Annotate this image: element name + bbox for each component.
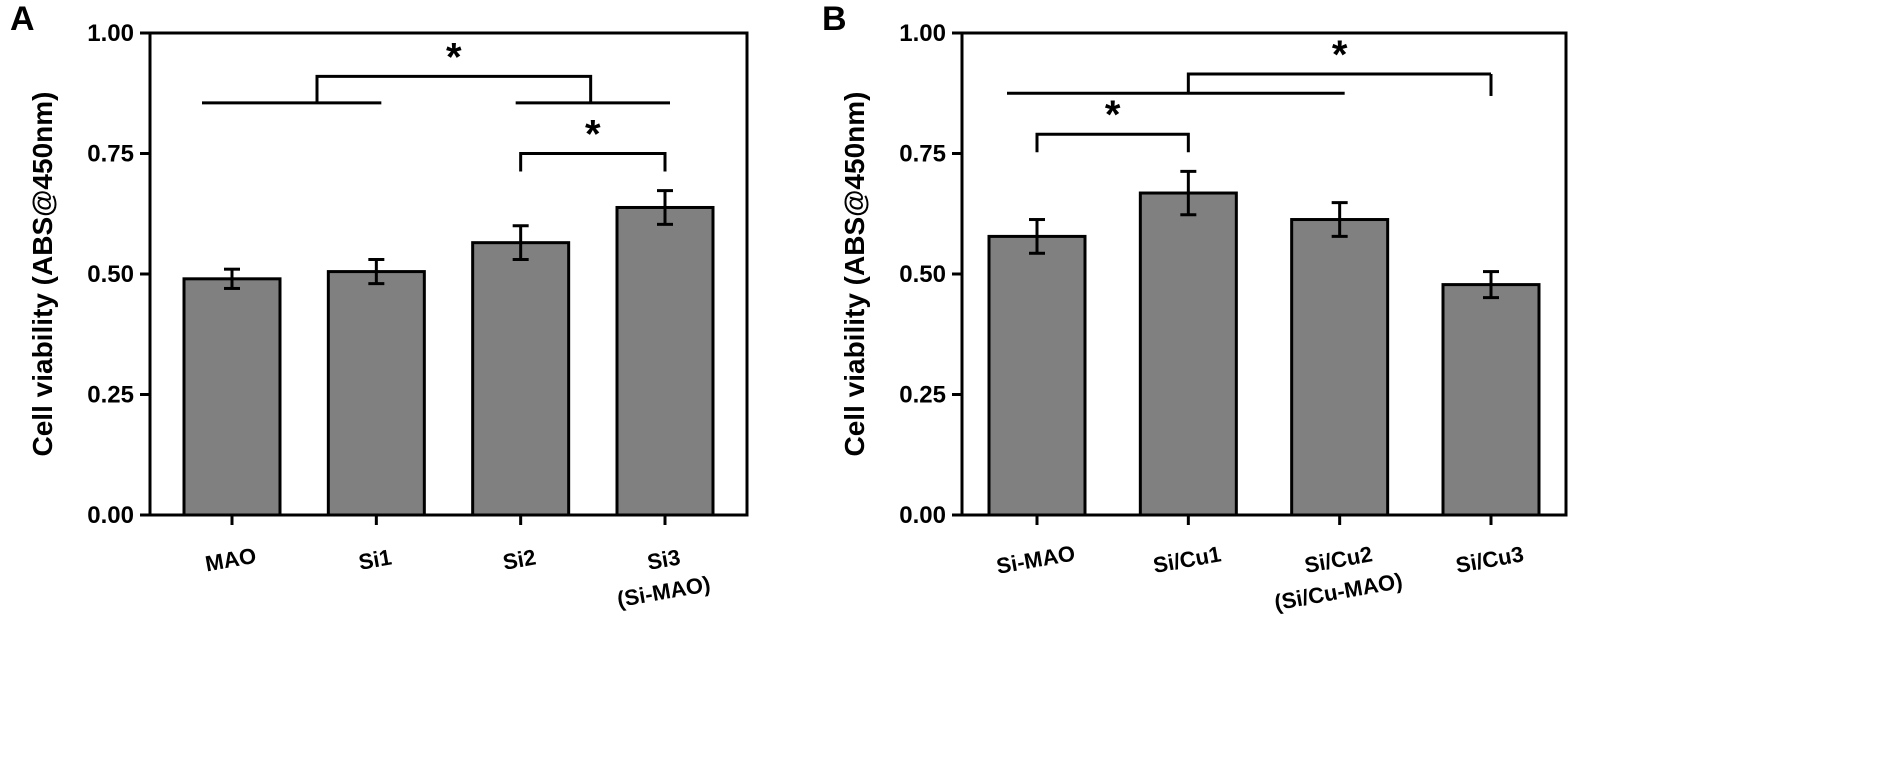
panel-a-y-tick-label: 0.00 xyxy=(87,502,134,529)
panel-a-category-label: MAO xyxy=(203,543,258,577)
panel-b-significance-bracket xyxy=(1035,132,1190,153)
panel-b-significance-star: * xyxy=(1332,33,1348,77)
panel-a-bar xyxy=(182,277,282,517)
panel-a-y-tick-label: 0.25 xyxy=(87,382,134,409)
panel-a-marks: 0.00 0.25 0.50 0.75 1.00 MAO Si1 Si2 Si3(Si-MAO)… xyxy=(87,20,715,612)
panel-b-y-tick-label: 0.25 xyxy=(899,382,946,409)
panel-b: B Cell viability (ABS@450nm) 0.00 0.25 0.5… xyxy=(822,0,1568,615)
panel-a-y-tick-label: 0.75 xyxy=(87,141,134,168)
panel-b-y-axis-title: Cell viability (ABS@450nm) xyxy=(839,92,870,457)
panel-b-bar xyxy=(987,234,1087,517)
panel-a-y-tick-label: 1.00 xyxy=(87,20,134,47)
panel-a-significance-bracket xyxy=(519,152,667,172)
panel-a-bar xyxy=(471,241,571,517)
panel-b-category-label: Si/Cu3 xyxy=(1454,541,1526,578)
panel-b-significance-star: * xyxy=(1105,93,1121,137)
panel-b-significance-bridge xyxy=(1186,72,1491,94)
panel-a-bar xyxy=(615,205,715,517)
panel-a-significance-star: * xyxy=(585,113,601,157)
panel-b-category-label: (Si/Cu-MAO) xyxy=(1272,568,1404,615)
panel-b-letter: B xyxy=(822,0,847,38)
panel-a-y-axis-title: Cell viability (ABS@450nm) xyxy=(27,92,58,457)
panel-a-category-label: (Si-MAO) xyxy=(615,571,712,612)
panel-b-y-tick-label: 0.00 xyxy=(899,502,946,529)
panel-b-category-label: Si/Cu1 xyxy=(1151,541,1223,578)
panel-a-letter: A xyxy=(10,0,35,38)
panel-b-marks: 0.00 0.25 0.50 0.75 1.00 Si-MAO Si/Cu1 Si/Cu2(S… xyxy=(899,20,1541,615)
panel-a-category-label: Si3 xyxy=(645,544,682,574)
panel-a-significance-star: * xyxy=(446,35,462,79)
panel-a-bar xyxy=(326,270,426,517)
panel-b-bar xyxy=(1138,191,1238,517)
panel-a-significance-bridge xyxy=(315,74,593,103)
panel-a: A Cell viability (ABS@450nm) 0.00 0.25 0.5… xyxy=(10,0,749,612)
panel-a-category-label: Si1 xyxy=(357,544,394,574)
panel-b-category-label: Si/Cu2 xyxy=(1302,541,1374,578)
panel-b-bar xyxy=(1441,283,1541,517)
panel-b-y-tick-label: 0.75 xyxy=(899,141,946,168)
panel-b-bar xyxy=(1290,218,1390,517)
panel-a-category-label: Si2 xyxy=(501,544,538,574)
panel-a-y-tick-label: 0.50 xyxy=(87,261,134,288)
panel-b-y-tick-label: 0.50 xyxy=(899,261,946,288)
panel-b-y-tick-label: 1.00 xyxy=(899,20,946,47)
panel-b-category-label: Si-MAO xyxy=(994,540,1077,578)
